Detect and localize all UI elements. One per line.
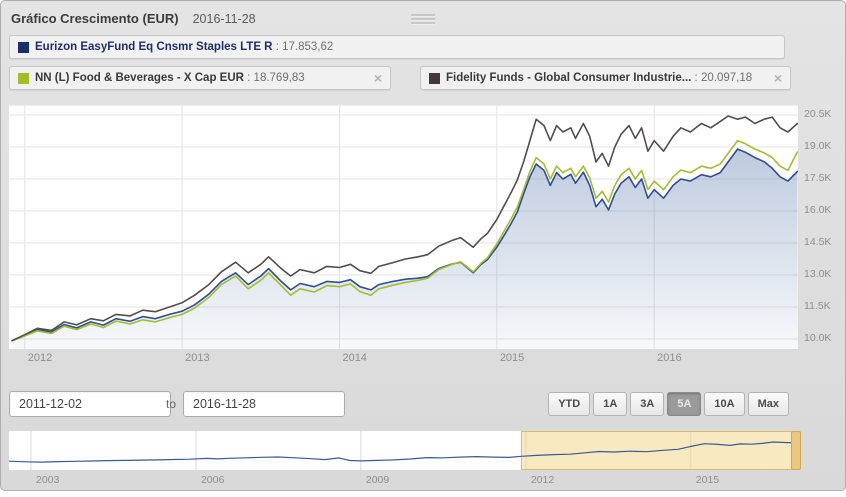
x-axis-tick-label: 2012 (27, 352, 53, 364)
series-color-swatch (18, 41, 29, 53)
remove-series-icon[interactable]: × (373, 70, 382, 86)
x-axis-tick-label: 2014 (342, 352, 367, 364)
navigator-tick-label: 2003 (35, 474, 60, 486)
navigator-line (9, 441, 796, 463)
legend-name: NN (L) Food & Beverages - X Cap EUR (35, 72, 244, 84)
main-chart-svg[interactable] (9, 105, 798, 349)
series-area-fill (12, 149, 798, 349)
x-axis-tick-label: 2016 (657, 352, 682, 364)
legend-value: 17.853,62 (282, 41, 334, 53)
period-button-ytd[interactable]: YTD (548, 392, 591, 416)
period-buttons: YTD 1A 3A 5A 10A Max (545, 392, 789, 416)
date-from-input[interactable] (9, 391, 171, 417)
legend-item-fidelity[interactable]: Fidelity Funds - Global Consumer Industr… (420, 66, 791, 90)
legend-separator: : (272, 41, 283, 53)
remove-series-icon[interactable]: × (773, 70, 782, 86)
page-title: Gráfico Crescimento (EUR) (11, 11, 179, 26)
navigator-right-handle[interactable] (791, 431, 801, 470)
header: Gráfico Crescimento (EUR) 2016-11-28 (11, 10, 256, 30)
y-axis-tick-label: 10.0K (804, 331, 832, 344)
x-axis-tick-label: 2013 (185, 352, 210, 364)
y-axis-tick-label: 16.0K (804, 203, 832, 216)
y-axis-tick-label: 20.5K (804, 107, 832, 120)
navigator-tick-label: 2012 (530, 474, 555, 486)
period-button-max[interactable]: Max (747, 392, 789, 416)
series-line-1 (11, 139, 798, 342)
y-axis-tick-label: 13.0K (804, 267, 832, 280)
legend-value: 18.769,83 (253, 72, 305, 84)
legend-value: 20.097,18 (700, 72, 753, 84)
date-to-input[interactable] (183, 391, 345, 417)
navigator-tick-label: 2009 (365, 474, 390, 486)
legend-item-eurizon[interactable]: Eurizon EasyFund Eq Cnsmr Staples LTE R … (9, 35, 785, 59)
grip-handle-icon[interactable] (411, 14, 435, 26)
to-label: to (166, 397, 177, 411)
legend-separator: : (243, 72, 254, 84)
legend-name: Fidelity Funds - Global Consumer Industr… (446, 72, 692, 84)
navigator-tick-label: 2015 (695, 474, 720, 486)
y-axis-tick-label: 11.5K (804, 299, 831, 312)
y-axis-tick-label: 17.5K (804, 171, 832, 184)
series-color-swatch (429, 72, 440, 84)
period-button-5a[interactable]: 5A (667, 392, 702, 416)
navigator-chart-svg[interactable] (9, 431, 798, 470)
series-line-0 (11, 148, 798, 342)
y-axis-tick-label: 19.0K (804, 139, 832, 152)
period-button-3a[interactable]: 3A (630, 392, 665, 416)
series-color-swatch (18, 72, 29, 84)
series-line-2 (11, 115, 798, 342)
period-button-10a[interactable]: 10A (704, 392, 745, 416)
legend-name: Eurizon EasyFund Eq Cnsmr Staples LTE R (35, 41, 273, 53)
y-axis-tick-label: 14.5K (804, 235, 832, 248)
header-date: 2016-11-28 (192, 12, 256, 26)
navigator-tick-label: 2006 (200, 474, 225, 486)
x-axis-tick-label: 2015 (499, 352, 525, 364)
period-button-1a[interactable]: 1A (593, 392, 628, 416)
legend-item-nn[interactable]: NN (L) Food & Beverages - X Cap EUR : 18… (9, 66, 391, 90)
legend-separator: : (691, 72, 701, 84)
